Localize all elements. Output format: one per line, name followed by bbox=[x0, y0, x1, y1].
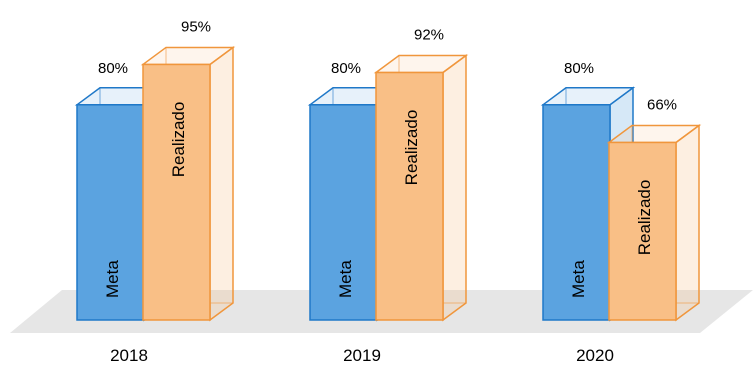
category-label-2020: 2020 bbox=[576, 346, 614, 365]
value-label-realizado-2020: 66% bbox=[647, 96, 677, 113]
bar-realizado-2018-side bbox=[209, 45, 234, 322]
series-label-realizado-2018: Realizado bbox=[169, 102, 188, 178]
bars-layer bbox=[74, 45, 702, 322]
bar-realizado-2019-side bbox=[442, 54, 467, 322]
value-label-meta-2020: 80% bbox=[564, 60, 594, 77]
bar-meta-2019-front bbox=[309, 104, 378, 321]
series-label-meta-2018: Meta bbox=[103, 260, 122, 298]
value-label-realizado-2018: 95% bbox=[181, 18, 211, 35]
value-label-realizado-2019: 92% bbox=[414, 27, 444, 44]
category-label-2019: 2019 bbox=[343, 346, 381, 365]
bar-realizado-2019 bbox=[373, 54, 469, 322]
bar-realizado-2020-front bbox=[608, 141, 677, 321]
labels-layer: 80% Meta 95% Realizado 2018 80% Meta 92% Realiza… bbox=[98, 18, 677, 365]
bar-realizado-2019-front bbox=[375, 71, 444, 321]
series-label-meta-2019: Meta bbox=[336, 260, 355, 298]
category-label-2018: 2018 bbox=[110, 346, 148, 365]
bar-realizado-2018 bbox=[140, 45, 236, 322]
bar-realizado-2020 bbox=[606, 123, 702, 322]
series-label-meta-2020: Meta bbox=[569, 260, 588, 298]
value-label-meta-2019: 80% bbox=[331, 60, 361, 77]
series-label-realizado-2019: Realizado bbox=[402, 110, 421, 186]
bar-realizado-2018-front bbox=[142, 63, 211, 321]
series-label-realizado-2020: Realizado bbox=[635, 180, 654, 256]
bar-realizado-2020-side bbox=[675, 123, 700, 322]
value-label-meta-2018: 80% bbox=[98, 60, 128, 77]
